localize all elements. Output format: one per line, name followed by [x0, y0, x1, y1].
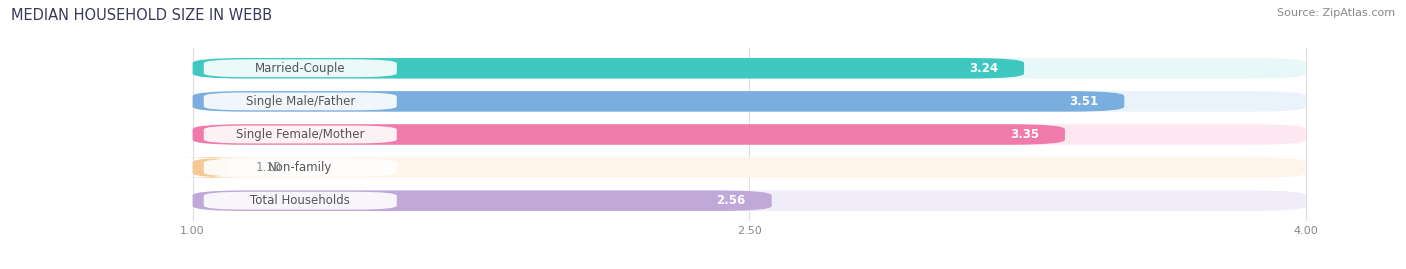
FancyBboxPatch shape: [193, 124, 1306, 145]
FancyBboxPatch shape: [193, 58, 1024, 79]
FancyBboxPatch shape: [193, 91, 1125, 112]
Text: Non-family: Non-family: [269, 161, 332, 174]
Text: Total Households: Total Households: [250, 194, 350, 207]
Text: 3.35: 3.35: [1010, 128, 1039, 141]
FancyBboxPatch shape: [204, 126, 396, 143]
FancyBboxPatch shape: [204, 159, 396, 176]
Text: 2.56: 2.56: [717, 194, 745, 207]
FancyBboxPatch shape: [174, 157, 249, 178]
FancyBboxPatch shape: [193, 124, 1064, 145]
FancyBboxPatch shape: [193, 190, 772, 211]
Text: 3.51: 3.51: [1069, 95, 1098, 108]
Text: Single Male/Father: Single Male/Father: [246, 95, 354, 108]
Text: 1.10: 1.10: [256, 161, 281, 174]
FancyBboxPatch shape: [204, 59, 396, 77]
FancyBboxPatch shape: [193, 157, 1306, 178]
FancyBboxPatch shape: [193, 91, 1306, 112]
Text: MEDIAN HOUSEHOLD SIZE IN WEBB: MEDIAN HOUSEHOLD SIZE IN WEBB: [11, 8, 273, 23]
Text: Married-Couple: Married-Couple: [254, 62, 346, 75]
FancyBboxPatch shape: [193, 58, 1306, 79]
FancyBboxPatch shape: [204, 93, 396, 110]
Text: 3.24: 3.24: [969, 62, 998, 75]
FancyBboxPatch shape: [204, 192, 396, 210]
Text: Source: ZipAtlas.com: Source: ZipAtlas.com: [1277, 8, 1395, 18]
Text: Single Female/Mother: Single Female/Mother: [236, 128, 364, 141]
FancyBboxPatch shape: [193, 190, 1306, 211]
